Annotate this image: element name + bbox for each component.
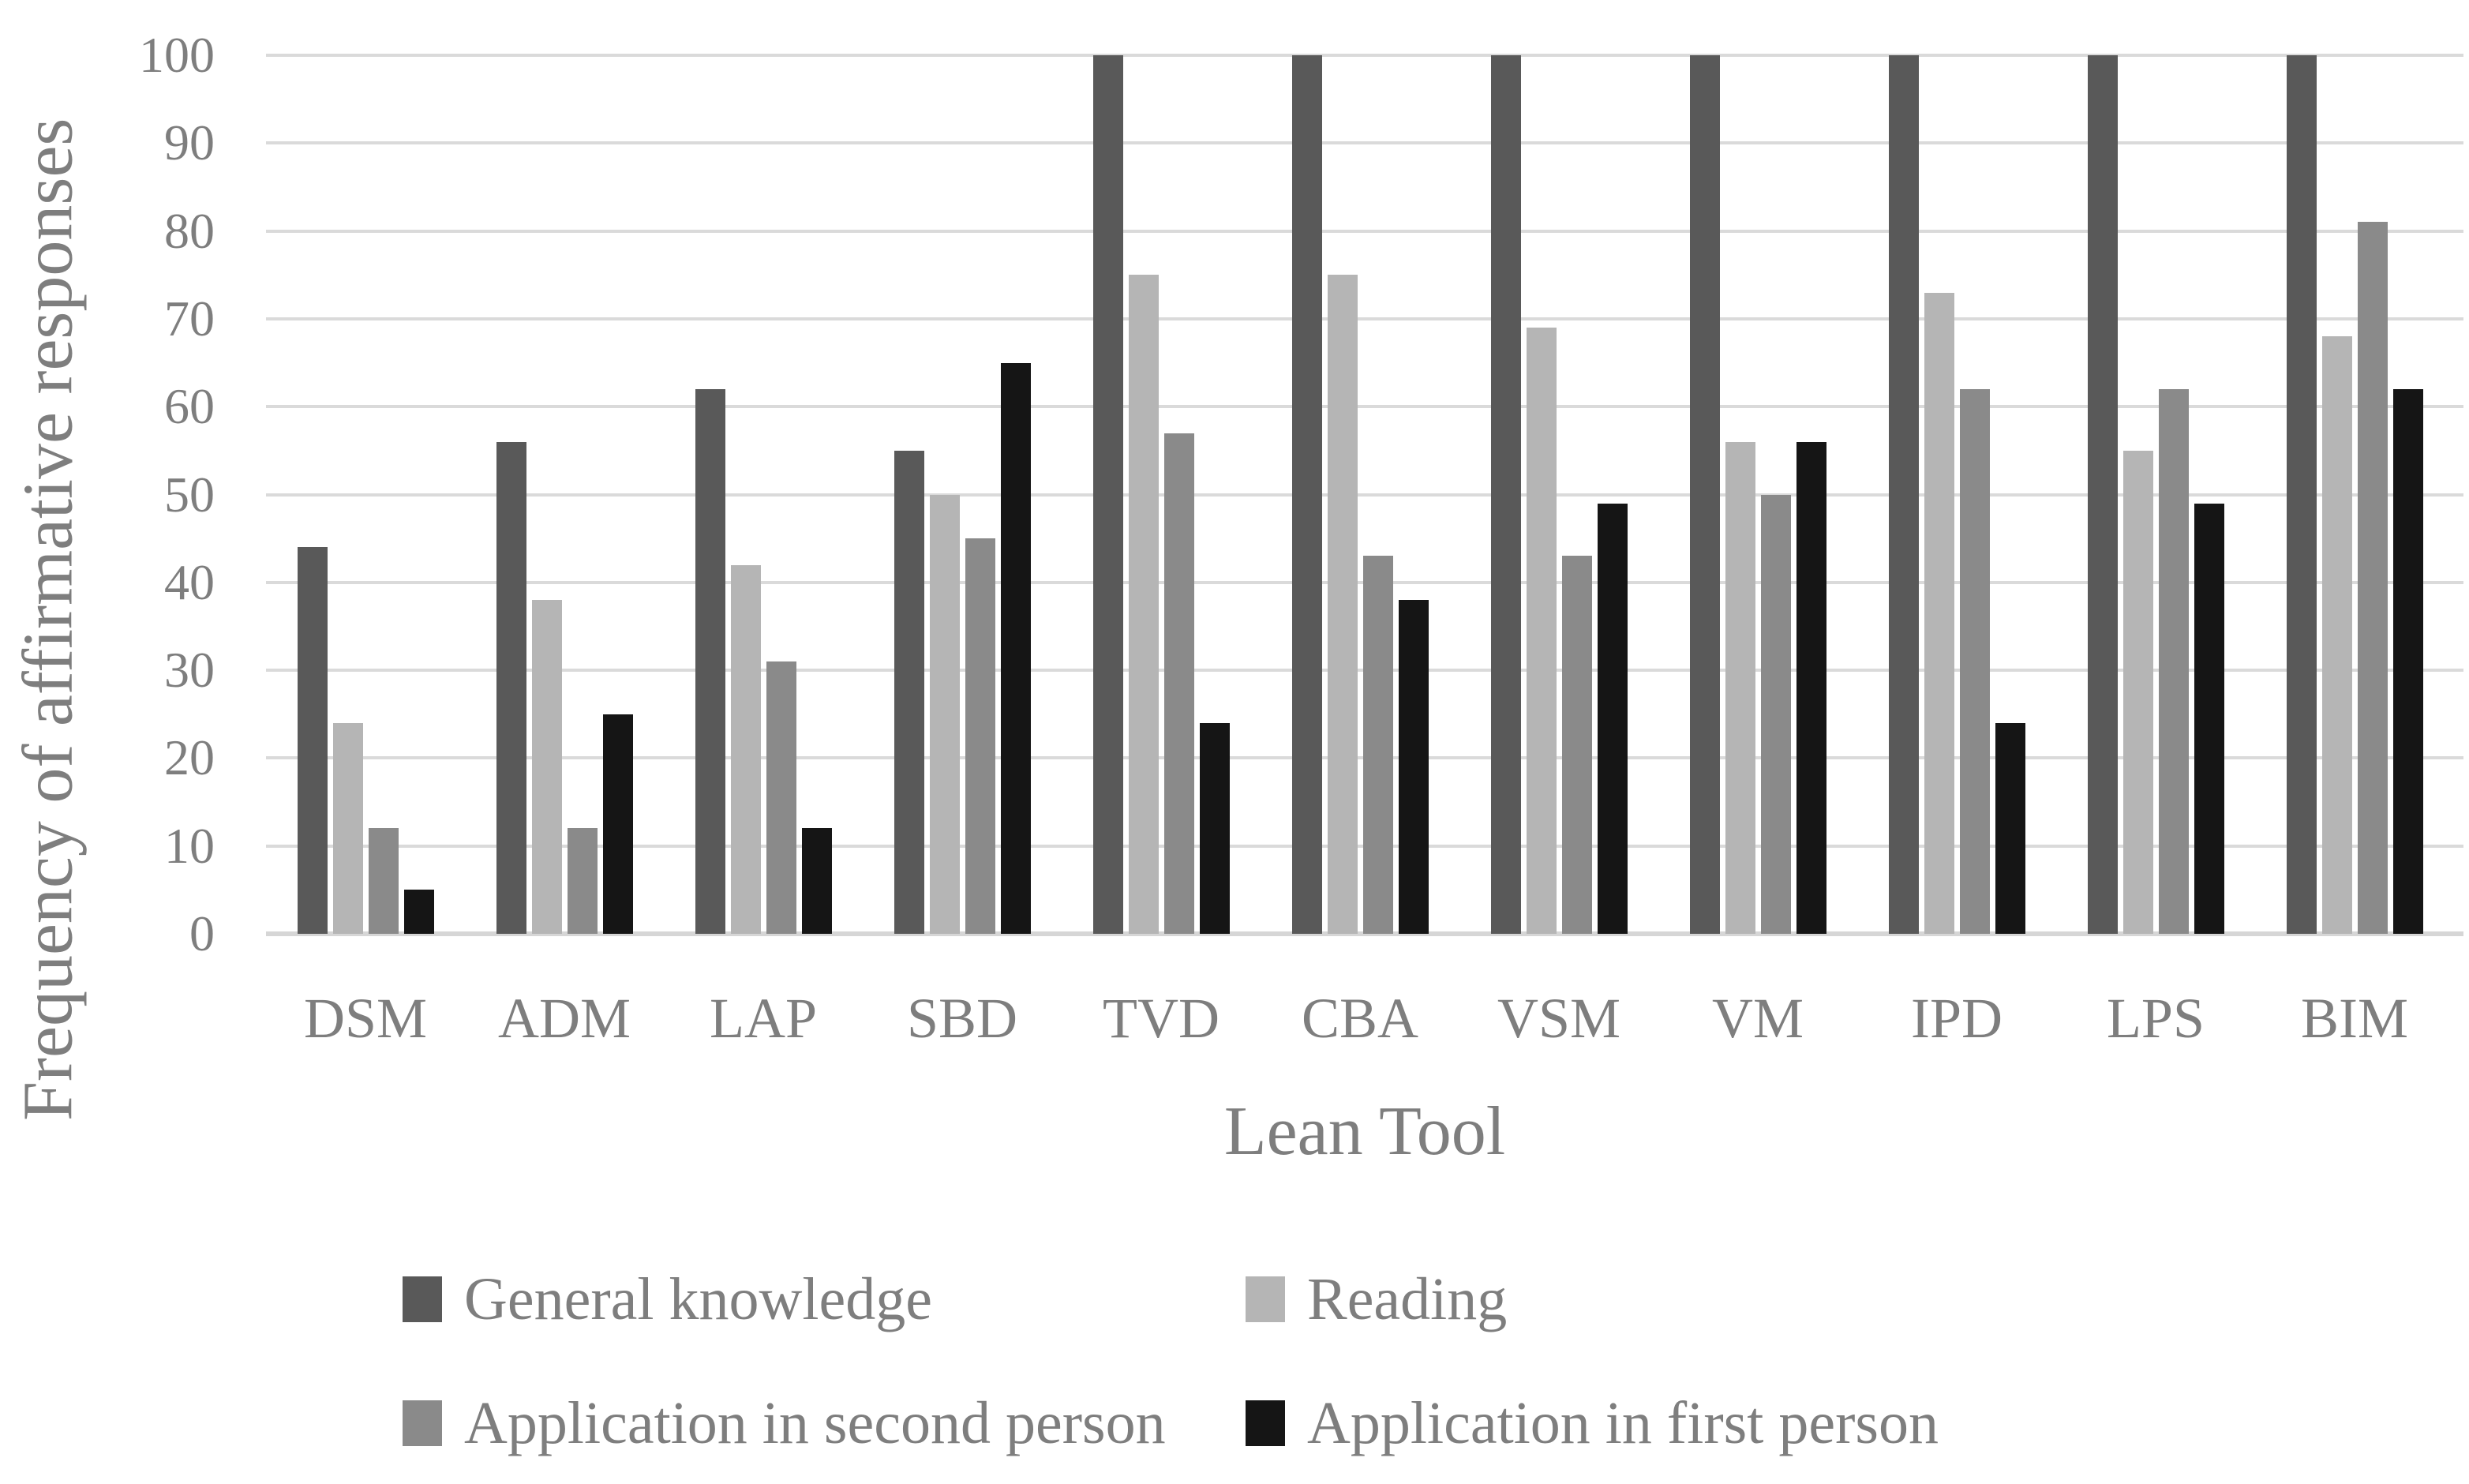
bar-group-TVD — [1092, 55, 1230, 934]
x-axis-line — [266, 931, 2463, 936]
bar-LAP-application-in-first-person — [801, 828, 832, 934]
bar-VSM-general-knowledge — [1490, 55, 1521, 934]
bar-LPS-application-in-second-person — [2158, 388, 2189, 934]
legend-label: Reading — [1307, 1266, 1508, 1332]
bar-SBD-reading — [929, 494, 960, 934]
bar-DSM-reading — [332, 722, 363, 934]
bar-ADM-application-in-first-person — [602, 714, 633, 934]
gridline — [266, 405, 2463, 409]
y-tick-label-100: 100 — [139, 27, 215, 83]
bar-VM-application-in-first-person — [1796, 441, 1826, 934]
y-tick-label-90: 90 — [164, 114, 215, 171]
x-category-label-BIM: BIM — [2300, 987, 2409, 1050]
bar-IPD-application-in-second-person — [1959, 388, 1990, 934]
x-category-label-SBD: SBD — [906, 987, 1018, 1050]
bar-group-VM — [1689, 55, 1826, 934]
bar-LAP-application-in-second-person — [766, 661, 796, 934]
gridline — [266, 141, 2463, 145]
bar-DSM-application-in-first-person — [403, 890, 434, 934]
bar-TVD-reading — [1128, 275, 1159, 934]
y-tick-label-40: 40 — [164, 553, 215, 610]
bar-LPS-application-in-first-person — [2194, 503, 2224, 934]
legend-label: Application in second person — [464, 1390, 1166, 1456]
bar-IPD-application-in-first-person — [1995, 722, 2025, 934]
bar-DSM-application-in-second-person — [368, 828, 399, 934]
bar-CBA-application-in-second-person — [1362, 556, 1393, 934]
bar-DSM-general-knowledge — [297, 547, 328, 934]
bar-VM-application-in-second-person — [1760, 494, 1791, 934]
bar-CBA-reading — [1327, 275, 1358, 934]
bar-SBD-general-knowledge — [894, 450, 924, 934]
bar-ADM-general-knowledge — [496, 441, 526, 934]
bar-BIM-application-in-second-person — [2357, 222, 2388, 934]
gridline — [266, 54, 2463, 57]
legend-swatch-icon — [1246, 1276, 1285, 1322]
bar-LAP-general-knowledge — [695, 388, 725, 934]
bar-TVD-application-in-first-person — [1199, 722, 1230, 934]
x-category-label-LAP: LAP — [709, 987, 818, 1050]
legend-item-general-knowledge: General knowledge — [403, 1260, 932, 1339]
bar-group-BIM — [2286, 55, 2423, 934]
bar-LAP-reading — [730, 564, 761, 934]
x-category-label-IPD: IPD — [1910, 987, 2003, 1050]
bar-BIM-reading — [2321, 336, 2352, 934]
y-tick-label-30: 30 — [164, 642, 215, 699]
y-tick-label-0: 0 — [189, 905, 215, 961]
legend-swatch-icon — [403, 1400, 442, 1446]
y-tick-label-20: 20 — [164, 729, 215, 786]
x-category-label-CBA: CBA — [1301, 987, 1419, 1050]
x-category-label-DSM: DSM — [303, 987, 428, 1050]
bar-LPS-reading — [2122, 450, 2153, 934]
x-category-label-LPS: LPS — [2106, 987, 2205, 1050]
bar-BIM-application-in-first-person — [2392, 388, 2423, 934]
bar-group-LPS — [2087, 55, 2224, 934]
bar-SBD-application-in-second-person — [965, 538, 995, 934]
x-category-label-VM: VM — [1711, 987, 1804, 1050]
legend-label: Application in first person — [1307, 1390, 1939, 1456]
bar-IPD-reading — [1924, 292, 1954, 934]
bar-TVD-general-knowledge — [1092, 55, 1123, 934]
bar-group-LAP — [695, 388, 832, 934]
legend-swatch-icon — [403, 1276, 442, 1322]
y-tick-label-10: 10 — [164, 817, 215, 874]
bar-IPD-general-knowledge — [1888, 55, 1919, 934]
x-category-label-VSM: VSM — [1497, 987, 1621, 1050]
gridline — [266, 229, 2463, 233]
y-tick-label-80: 80 — [164, 202, 215, 259]
bar-VM-general-knowledge — [1689, 55, 1720, 934]
bar-ADM-reading — [531, 600, 562, 934]
plot-area — [266, 54, 2463, 936]
bar-TVD-application-in-second-person — [1163, 433, 1194, 934]
legend-item-application-in-first-person: Application in first person — [1246, 1384, 1939, 1463]
bar-VSM-application-in-first-person — [1597, 503, 1628, 934]
bar-group-DSM — [297, 547, 434, 934]
bar-group-CBA — [1291, 55, 1429, 934]
legend-swatch-icon — [1246, 1400, 1285, 1446]
bar-CBA-general-knowledge — [1291, 55, 1322, 934]
legend-item-reading: Reading — [1246, 1260, 1507, 1339]
bar-group-SBD — [894, 362, 1031, 934]
bar-VSM-reading — [1526, 328, 1557, 934]
bar-LPS-general-knowledge — [2087, 55, 2118, 934]
bar-CBA-application-in-first-person — [1398, 600, 1429, 934]
x-category-label-ADM: ADM — [497, 987, 631, 1050]
bar-group-IPD — [1888, 55, 2025, 934]
y-tick-label-50: 50 — [164, 466, 215, 523]
bar-ADM-application-in-second-person — [567, 828, 598, 934]
bar-BIM-general-knowledge — [2286, 55, 2317, 934]
x-category-label-TVD: TVD — [1103, 987, 1220, 1050]
x-axis-title: Lean Tool — [1223, 1093, 1506, 1170]
bar-group-ADM — [496, 441, 633, 934]
bar-VM-reading — [1725, 441, 1755, 934]
y-tick-label-70: 70 — [164, 290, 215, 347]
gridline — [266, 317, 2463, 320]
bar-VSM-application-in-second-person — [1561, 556, 1592, 934]
legend-label: General knowledge — [464, 1266, 932, 1332]
bar-group-VSM — [1490, 55, 1628, 934]
gridline — [266, 493, 2463, 497]
bar-SBD-application-in-first-person — [1000, 362, 1031, 934]
y-tick-label-60: 60 — [164, 378, 215, 435]
legend-item-application-in-second-person: Application in second person — [403, 1384, 1166, 1463]
